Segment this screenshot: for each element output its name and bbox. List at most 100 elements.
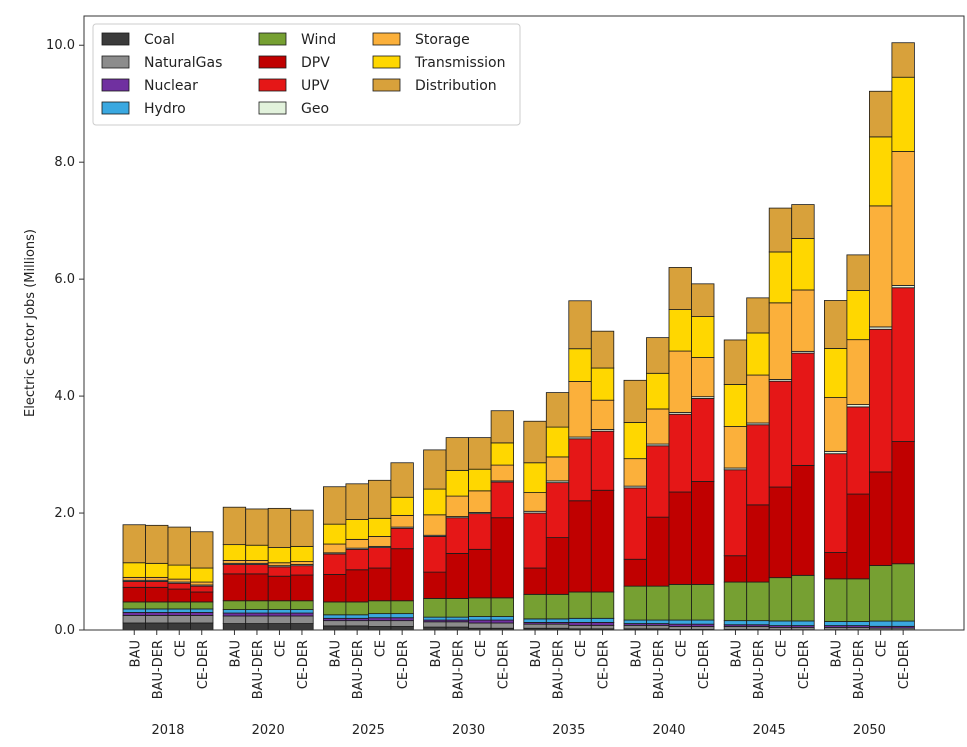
bar-coal-2018-ce [167, 622, 191, 631]
bar-hydro-2040-bau-der [646, 619, 670, 624]
bar-naturalgas-2025-bau-der [345, 620, 369, 627]
legend-swatch-transmission [372, 55, 401, 69]
bar-upv-2045-bau [723, 469, 748, 557]
bar-storage-2020-bau-der [245, 560, 269, 564]
bar-wind-2040-bau [623, 585, 647, 621]
bar-distribution-2045-ce [768, 207, 793, 253]
bar-distribution-2030-bau [423, 449, 447, 490]
bar-transmission-2040-bau-der [646, 372, 670, 410]
bar-dpv-2030-ce-der [490, 517, 515, 599]
bar-wind-2035-bau-der [545, 593, 570, 620]
bar-upv-2030-ce-der [490, 481, 515, 519]
bar-distribution-2050-ce-der [891, 42, 915, 78]
bar-dpv-2050-ce [869, 471, 893, 566]
bar-dpv-2050-ce-der [891, 441, 915, 565]
bar-naturalgas-2025-ce-der [390, 620, 414, 627]
x-tick-label: CE-DER [697, 640, 712, 689]
bar-distribution-2050-bau [824, 300, 848, 349]
bar-dpv-2030-bau-der [445, 552, 470, 599]
bar-storage-2045-bau-der [746, 374, 770, 424]
bar-storage-2030-bau [423, 514, 447, 536]
y-tick-label: 8.0 [54, 155, 75, 170]
bar-dpv-2045-bau-der [746, 504, 770, 583]
year-label: 2020 [252, 723, 285, 738]
bar-dpv-2040-bau [623, 558, 647, 587]
bar-nuclear-2020-bau [222, 612, 247, 617]
bar-transmission-2035-bau-der [545, 426, 570, 458]
bar-dpv-2020-ce [267, 575, 292, 602]
bar-distribution-2018-bau [122, 524, 146, 564]
bar-storage-2020-ce [267, 562, 292, 567]
bar-upv-2030-bau [423, 536, 447, 573]
bar-distribution-2025-bau-der [345, 483, 369, 520]
bar-hydro-2030-bau-der [445, 616, 470, 621]
bar-hydro-2040-ce [668, 619, 692, 625]
bar-coal-2020-ce-der [290, 623, 314, 631]
legend-label-transmission: Transmission [414, 55, 505, 71]
legend-label-coal: Coal [144, 32, 175, 48]
bar-storage-2050-ce-der [891, 151, 915, 286]
bar-transmission-2020-bau [222, 544, 247, 561]
x-tick-label: CE [574, 640, 589, 657]
bar-storage-2020-bau [222, 560, 247, 564]
bar-wind-2030-ce-der [490, 597, 515, 617]
bar-storage-2030-ce [468, 490, 492, 513]
bar-upv-2030-ce [468, 513, 492, 550]
y-axis: 0.0 2.0 4.0 6.0 8.0 10.0 [46, 38, 84, 638]
bar-dpv-2045-ce-der [791, 464, 815, 576]
x-tick-label: CE [674, 640, 689, 657]
bar-nuclear-2020-bau-der [245, 612, 269, 617]
bar-distribution-2040-bau-der [646, 337, 670, 374]
bar-hydro-2050-bau-der [846, 621, 870, 627]
bar-hydro-2035-bau-der [545, 618, 570, 623]
bar-upv-2030-bau-der [445, 517, 470, 554]
bar-dpv-2020-bau-der [245, 573, 269, 602]
year-label: 2018 [151, 723, 184, 738]
bar-storage-2030-bau-der [445, 495, 470, 517]
y-tick-label: 2.0 [54, 506, 75, 521]
bar-distribution-2030-ce-der [490, 410, 515, 444]
bar-wind-2040-ce [668, 583, 692, 621]
bar-transmission-2045-bau [723, 383, 748, 427]
year-label: 2045 [753, 723, 786, 738]
year-label: 2030 [452, 723, 485, 738]
x-tick-label: BAU-DER [451, 640, 466, 699]
bar-dpv-2018-bau [122, 586, 146, 603]
bar-storage-2025-ce [367, 536, 392, 547]
bar-distribution-2040-ce [668, 267, 692, 310]
bar-coal-2025-ce [367, 626, 392, 631]
bar-storage-2050-ce [869, 205, 893, 328]
bar-distribution-2035-bau-der [545, 392, 570, 428]
x-tick-label: CE [173, 640, 188, 657]
x-tick-label: CE [273, 640, 288, 657]
bar-distribution-2030-ce [468, 437, 492, 470]
legend-label-nuclear: Nuclear [144, 78, 198, 94]
bar-dpv-2050-bau-der [846, 493, 870, 580]
x-tick-label: CE-DER [496, 640, 511, 689]
bar-storage-2050-bau [824, 397, 848, 452]
bar-wind-2050-bau-der [846, 578, 870, 622]
bar-transmission-2045-bau-der [746, 332, 770, 376]
bar-coal-2020-bau [222, 623, 247, 631]
bar-upv-2045-ce-der [791, 352, 815, 466]
bar-upv-2050-ce [869, 328, 893, 473]
bar-transmission-2020-bau-der [245, 544, 269, 561]
bar-upv-2035-bau-der [545, 482, 570, 539]
bar-hydro-2018-ce [167, 608, 191, 613]
bar-wind-2050-bau [824, 578, 848, 622]
bar-naturalgas-2018-ce [167, 614, 191, 624]
bar-nuclear-2018-bau-der [145, 612, 169, 616]
legend-label-distribution: Distribution [415, 78, 497, 94]
x-tick-label: CE-DER [396, 640, 411, 689]
bar-upv-2018-bau-der [145, 581, 169, 588]
bar-hydro-2050-ce [869, 620, 893, 627]
bar-wind-2035-ce [568, 591, 592, 619]
bar-wind-2035-ce-der [590, 591, 615, 619]
bar-upv-2040-ce-der [691, 398, 715, 482]
bar-wind-2045-bau-der [746, 581, 770, 622]
bar-coal-2018-ce-der [190, 622, 214, 631]
bar-upv-2020-ce [267, 566, 292, 577]
bar-nuclear-2035-ce-der [590, 621, 615, 626]
bar-dpv-2040-bau-der [646, 516, 670, 587]
bar-wind-2018-bau [122, 601, 146, 610]
